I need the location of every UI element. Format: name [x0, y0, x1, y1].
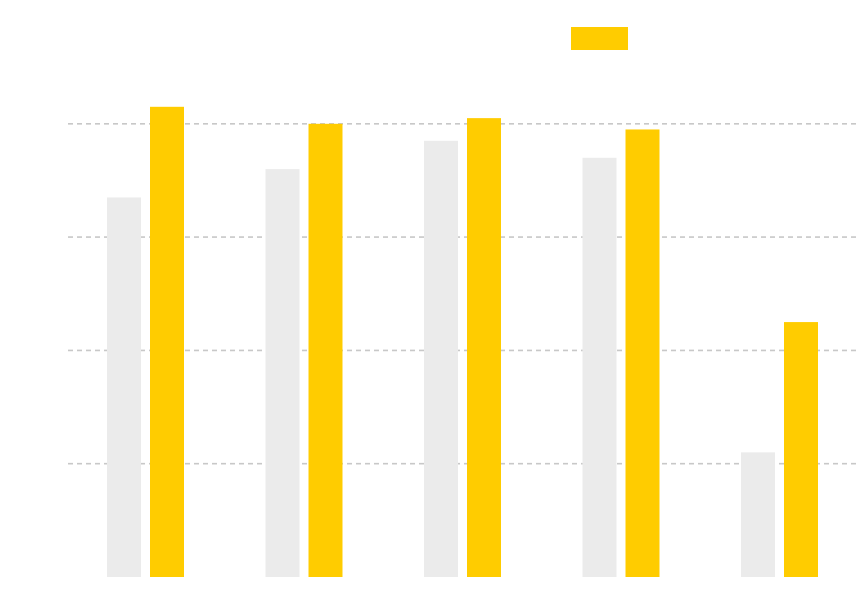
legend [571, 27, 628, 50]
bar-series-1-category-1 [308, 123, 343, 578]
bar-series-0-category-2 [424, 140, 458, 578]
bar-series-0-category-4 [741, 452, 775, 577]
gridlines [68, 123, 860, 465]
bar-series-0-category-1 [265, 169, 300, 577]
bar-series-1-category-3 [625, 129, 660, 577]
bar-series-1-category-2 [467, 118, 501, 577]
bar-series-0-category-3 [582, 157, 617, 578]
bar-series-0-category-0 [107, 197, 141, 577]
legend-swatch [571, 27, 628, 50]
bar-series-1-category-4 [784, 322, 818, 577]
bars [107, 106, 818, 578]
bar-series-1-category-0 [150, 106, 184, 578]
